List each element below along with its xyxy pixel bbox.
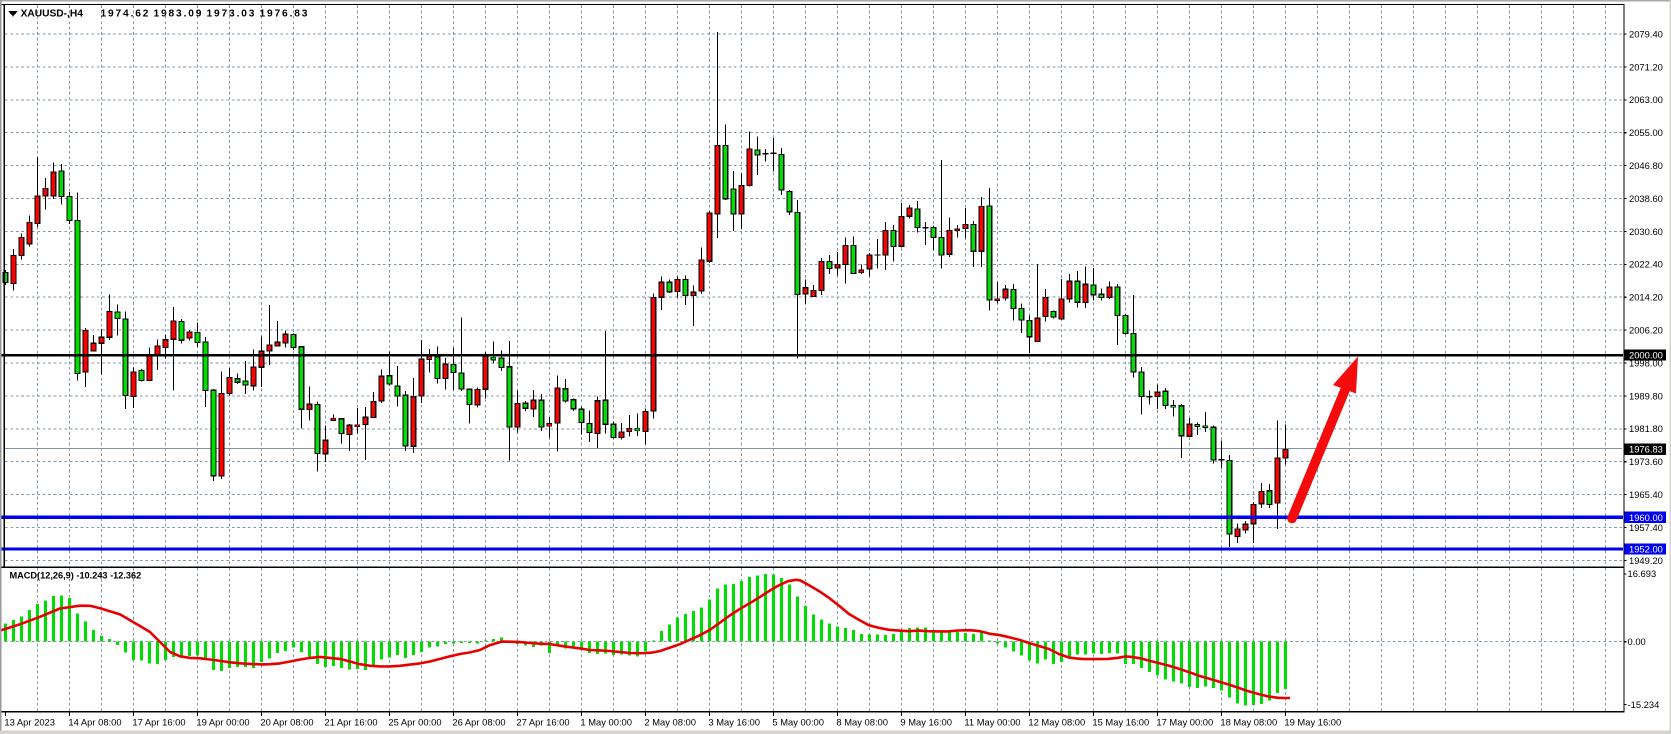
svg-text:5 May 00:00: 5 May 00:00: [772, 717, 824, 728]
svg-text:1952.00: 1952.00: [1629, 543, 1663, 554]
svg-text:1973.60: 1973.60: [1629, 456, 1663, 467]
svg-text:1981.80: 1981.80: [1629, 423, 1663, 434]
svg-text:1965.40: 1965.40: [1629, 489, 1663, 500]
svg-text:MACD(12,26,9) -10.243 -12.362: MACD(12,26,9) -10.243 -12.362: [10, 571, 142, 581]
svg-text:2000.00: 2000.00: [1629, 349, 1663, 360]
svg-text:19 Apr 00:00: 19 Apr 00:00: [196, 717, 249, 728]
svg-text:2071.20: 2071.20: [1629, 61, 1663, 72]
svg-text:2055.00: 2055.00: [1629, 127, 1663, 138]
svg-text:25 Apr 00:00: 25 Apr 00:00: [388, 717, 441, 728]
svg-text:20 Apr 08:00: 20 Apr 08:00: [260, 717, 313, 728]
svg-text:13 Apr 2023: 13 Apr 2023: [4, 717, 55, 728]
svg-text:12 May 08:00: 12 May 08:00: [1028, 717, 1085, 728]
svg-text:1974.62: 1974.62: [101, 8, 151, 19]
svg-text:2 May 08:00: 2 May 08:00: [644, 717, 696, 728]
svg-text:1989.80: 1989.80: [1629, 390, 1663, 401]
svg-text:1949.20: 1949.20: [1629, 555, 1663, 566]
svg-text:2014.20: 2014.20: [1629, 292, 1663, 303]
svg-text:18 May 08:00: 18 May 08:00: [1220, 717, 1277, 728]
svg-text:27 Apr 16:00: 27 Apr 16:00: [516, 717, 569, 728]
svg-text:1976.83: 1976.83: [1629, 444, 1663, 455]
svg-text:26 Apr 08:00: 26 Apr 08:00: [452, 717, 505, 728]
svg-text:XAUUSD-,H4: XAUUSD-,H4: [21, 8, 84, 19]
svg-text:1 May 00:00: 1 May 00:00: [580, 717, 632, 728]
svg-text:19 May 16:00: 19 May 16:00: [1284, 717, 1341, 728]
svg-text:1960.00: 1960.00: [1629, 512, 1663, 523]
svg-text:2022.40: 2022.40: [1629, 259, 1663, 270]
svg-text:21 Apr 16:00: 21 Apr 16:00: [324, 717, 377, 728]
svg-text:17 May 00:00: 17 May 00:00: [1156, 717, 1213, 728]
svg-text:1973.03: 1973.03: [207, 8, 257, 19]
svg-text:2030.60: 2030.60: [1629, 226, 1663, 237]
svg-text:0.00: 0.00: [1628, 636, 1646, 647]
svg-text:2006.20: 2006.20: [1629, 325, 1663, 336]
svg-text:8 May 08:00: 8 May 08:00: [836, 717, 888, 728]
svg-text:-15.234: -15.234: [1628, 699, 1660, 710]
svg-text:2079.40: 2079.40: [1629, 28, 1663, 39]
svg-text:17 Apr 16:00: 17 Apr 16:00: [132, 717, 185, 728]
svg-text:9 May 16:00: 9 May 16:00: [900, 717, 952, 728]
svg-text:14 Apr 08:00: 14 Apr 08:00: [68, 717, 121, 728]
svg-text:1998.00: 1998.00: [1629, 357, 1663, 368]
svg-text:15 May 16:00: 15 May 16:00: [1092, 717, 1149, 728]
svg-text:2063.00: 2063.00: [1629, 94, 1663, 105]
svg-text:3 May 16:00: 3 May 16:00: [708, 717, 760, 728]
svg-text:1976.83: 1976.83: [260, 8, 310, 19]
svg-text:2046.80: 2046.80: [1629, 160, 1663, 171]
svg-text:1957.40: 1957.40: [1629, 522, 1663, 533]
svg-text:2038.60: 2038.60: [1629, 193, 1663, 204]
svg-text:16.693: 16.693: [1628, 568, 1657, 579]
svg-text:11 May 00:00: 11 May 00:00: [964, 717, 1020, 728]
svg-text:1983.09: 1983.09: [154, 8, 204, 19]
